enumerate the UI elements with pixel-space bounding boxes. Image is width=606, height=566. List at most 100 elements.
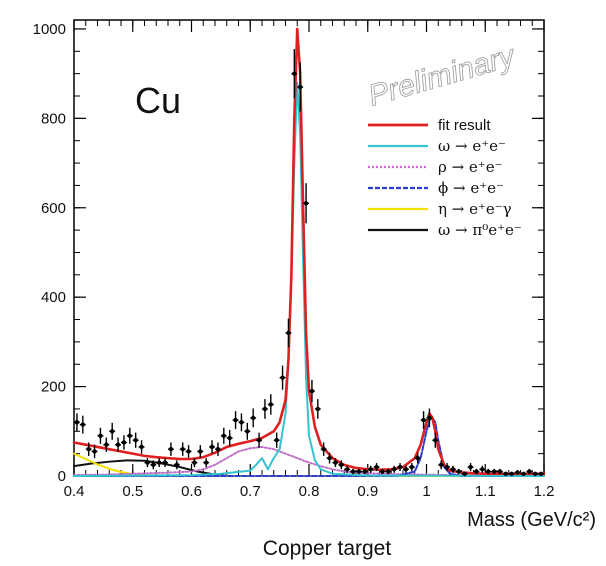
data-point xyxy=(121,440,127,445)
data-point xyxy=(297,84,303,90)
data-point xyxy=(427,415,432,421)
x-tick-label: 0.8 xyxy=(299,483,320,500)
data-point xyxy=(339,462,344,468)
data-point xyxy=(421,417,426,423)
data-point xyxy=(397,464,403,470)
data-point xyxy=(509,471,514,476)
data-point xyxy=(521,471,526,476)
data-point xyxy=(286,330,291,336)
legend: fit result ω → e⁺e⁻ ρ → e⁺e⁻ ϕ → e⁺e⁻ η → e⁺… xyxy=(368,117,522,239)
data-point xyxy=(139,444,144,450)
data-point xyxy=(503,471,509,476)
data-point xyxy=(151,462,156,468)
data-point xyxy=(256,438,262,443)
x-tick-label: 0.4 xyxy=(64,483,85,500)
data-point xyxy=(280,375,285,380)
x-tick-label: 0.9 xyxy=(357,483,378,500)
data-point xyxy=(303,201,309,206)
data-point xyxy=(221,433,227,438)
data-point xyxy=(74,420,80,425)
series-line-0 xyxy=(72,27,546,476)
data-point xyxy=(209,444,215,450)
x-tick-label: 1.1 xyxy=(475,483,496,500)
data-point xyxy=(386,469,391,474)
data-point xyxy=(362,469,368,474)
data-point xyxy=(333,460,338,465)
data-point xyxy=(344,467,350,472)
data-points xyxy=(74,49,544,476)
x-tick-label: 0.5 xyxy=(122,483,143,500)
data-point xyxy=(274,438,279,443)
data-point xyxy=(409,464,415,470)
data-point xyxy=(292,71,297,76)
watermark-text: Preliminary xyxy=(365,39,520,113)
data-point xyxy=(438,462,444,468)
y-tick-label: 600 xyxy=(41,200,66,217)
axis-tick-labels: 0.4 0.5 0.6 0.7 0.8 0.9 1 1.1 1.2 0 200 400 600 800 10… xyxy=(33,21,555,500)
data-point xyxy=(186,449,191,454)
y-tick-label: 400 xyxy=(41,289,66,306)
data-point xyxy=(174,462,180,468)
data-point xyxy=(268,402,274,407)
data-point xyxy=(480,467,485,472)
data-point xyxy=(527,469,532,474)
x-tick-label: 0.7 xyxy=(240,483,261,500)
data-point xyxy=(368,467,373,472)
data-point xyxy=(250,415,256,421)
x-tick-label: 1 xyxy=(422,483,430,500)
data-point xyxy=(133,438,138,443)
data-point xyxy=(433,438,438,443)
data-point xyxy=(474,469,479,474)
data-point xyxy=(462,471,467,476)
target-label: Cu xyxy=(135,80,181,121)
y-tick-label: 200 xyxy=(41,379,66,396)
data-point xyxy=(485,469,491,474)
series-layer xyxy=(72,27,546,477)
data-point xyxy=(532,471,538,476)
data-point xyxy=(380,469,385,474)
data-point xyxy=(215,446,221,452)
data-point xyxy=(198,449,203,454)
data-point xyxy=(327,455,332,461)
data-point xyxy=(415,455,420,461)
data-point xyxy=(309,388,315,394)
data-point xyxy=(104,442,109,447)
data-point xyxy=(497,469,503,474)
chart-caption: Copper target xyxy=(263,537,392,560)
data-point xyxy=(350,469,356,474)
y-tick-label: 800 xyxy=(41,110,66,127)
legend-label-3: ϕ → e⁺e⁻ xyxy=(438,179,504,197)
data-point xyxy=(192,460,197,465)
data-point xyxy=(127,433,133,438)
data-point xyxy=(92,449,97,454)
data-point xyxy=(515,470,520,475)
legend-label-5: ω → π⁰e⁺e⁻ xyxy=(438,221,522,239)
legend-label-0: fit result xyxy=(438,117,491,134)
data-point xyxy=(168,446,174,452)
data-point xyxy=(262,406,268,412)
data-point xyxy=(356,469,362,474)
data-point xyxy=(203,460,209,465)
data-point xyxy=(468,464,473,470)
data-point xyxy=(374,464,379,470)
legend-label-1: ω → e⁺e⁻ xyxy=(438,137,506,155)
y-tick-label: 1000 xyxy=(33,21,66,38)
data-point xyxy=(491,469,497,474)
x-tick-label: 1.2 xyxy=(534,483,555,500)
y-tick-label: 0 xyxy=(58,468,66,485)
x-tick-label: 0.6 xyxy=(181,483,202,500)
series-line-2 xyxy=(73,445,545,477)
data-point xyxy=(456,469,462,474)
data-point xyxy=(239,420,244,425)
data-point xyxy=(450,467,456,472)
data-point xyxy=(391,467,397,472)
data-point xyxy=(245,429,250,434)
data-point xyxy=(227,435,232,441)
legend-label-2: ρ → e⁺e⁻ xyxy=(438,158,503,176)
data-point xyxy=(403,467,409,472)
data-point xyxy=(80,422,86,427)
data-point xyxy=(115,442,121,447)
legend-label-4: η → e⁺e⁻γ xyxy=(438,200,512,218)
data-point xyxy=(156,460,162,465)
